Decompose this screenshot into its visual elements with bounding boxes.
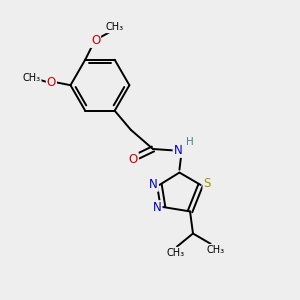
Text: N: N [153, 201, 161, 214]
Text: O: O [91, 34, 100, 47]
Text: CH₃: CH₃ [206, 245, 224, 255]
Text: H: H [187, 137, 194, 147]
Text: N: N [149, 178, 158, 191]
Text: S: S [203, 177, 211, 190]
Text: O: O [47, 76, 56, 89]
Text: N: N [174, 144, 182, 157]
Text: CH₃: CH₃ [106, 22, 124, 32]
Text: CH₃: CH₃ [166, 248, 184, 258]
Text: CH₃: CH₃ [22, 73, 41, 83]
Text: O: O [129, 153, 138, 166]
